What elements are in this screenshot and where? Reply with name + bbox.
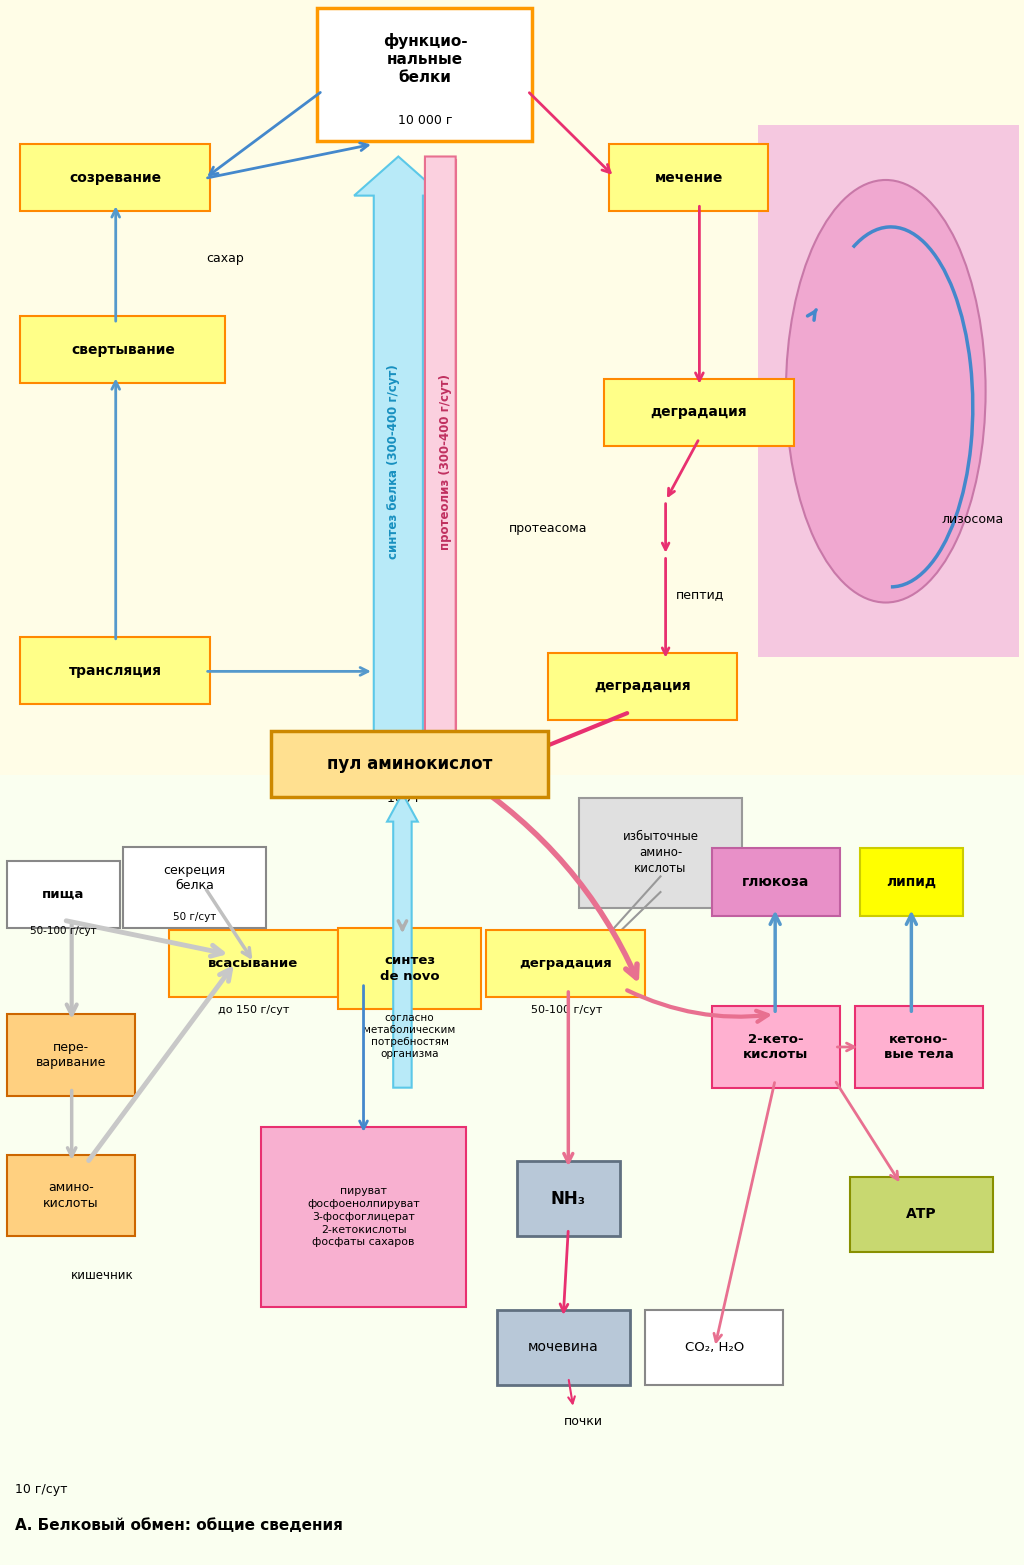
Text: избыточные
амино-
кислоты: избыточные амино- кислоты	[623, 831, 698, 875]
Text: липид: липид	[887, 875, 936, 889]
Text: лизосома: лизосома	[942, 513, 1004, 526]
Text: кетоно-
вые тела: кетоно- вые тела	[884, 1033, 954, 1061]
FancyBboxPatch shape	[645, 1310, 783, 1385]
Text: 10 000 г: 10 000 г	[397, 114, 453, 127]
Bar	[0, 0, 1024, 775]
Text: 50-100 г/сут: 50-100 г/сут	[30, 926, 97, 936]
FancyBboxPatch shape	[850, 1177, 993, 1252]
FancyBboxPatch shape	[271, 731, 548, 797]
FancyBboxPatch shape	[609, 144, 768, 211]
Text: 10 г/сут: 10 г/сут	[15, 1484, 68, 1496]
FancyBboxPatch shape	[497, 1310, 630, 1385]
Text: АТР: АТР	[906, 1208, 937, 1221]
Text: NH₃: NH₃	[551, 1189, 586, 1208]
FancyBboxPatch shape	[604, 379, 794, 446]
Text: глюкоза: глюкоза	[742, 875, 809, 889]
FancyArrow shape	[387, 793, 418, 1088]
Text: почки: почки	[564, 1415, 603, 1427]
FancyBboxPatch shape	[169, 930, 338, 997]
FancyBboxPatch shape	[517, 1161, 620, 1236]
Text: деградация: деградация	[594, 679, 691, 693]
Text: пища: пища	[42, 887, 85, 900]
FancyBboxPatch shape	[123, 847, 266, 928]
Bar	[0, 775, 1024, 1565]
FancyBboxPatch shape	[20, 144, 210, 211]
FancyBboxPatch shape	[7, 861, 120, 928]
FancyBboxPatch shape	[860, 848, 963, 916]
Text: пул аминокислот: пул аминокислот	[327, 754, 493, 773]
Text: кишечник: кишечник	[71, 1269, 134, 1282]
Bar	[758, 125, 1019, 657]
Text: протеасома: протеасома	[509, 523, 587, 535]
Text: 50-100 г/сут: 50-100 г/сут	[530, 1005, 602, 1014]
Text: пере-
варивание: пере- варивание	[36, 1041, 106, 1069]
Text: мочевина: мочевина	[527, 1341, 599, 1354]
Text: деградация: деградация	[650, 405, 748, 419]
Text: свертывание: свертывание	[71, 343, 175, 357]
Text: синтез белка (300-400 г/сут): синтез белка (300-400 г/сут)	[387, 365, 399, 559]
FancyArrow shape	[416, 156, 465, 775]
Text: согласно
метаболическим
потребностям
организма: согласно метаболическим потребностям орг…	[364, 1013, 456, 1058]
FancyBboxPatch shape	[486, 930, 645, 997]
Text: амино-
кислоты: амино- кислоты	[43, 1182, 99, 1210]
FancyBboxPatch shape	[338, 928, 481, 1009]
Text: созревание: созревание	[70, 171, 161, 185]
Text: синтез
de novo: синтез de novo	[380, 955, 439, 983]
Text: пептид: пептид	[676, 588, 724, 601]
Text: сахар: сахар	[207, 252, 244, 264]
Bar	[425, 160, 456, 762]
Text: всасывание: всасывание	[208, 956, 299, 970]
Text: секреция
белка: секреция белка	[164, 864, 225, 892]
FancyBboxPatch shape	[855, 1006, 983, 1088]
FancyBboxPatch shape	[20, 316, 225, 383]
Text: CO₂, H₂O: CO₂, H₂O	[685, 1341, 743, 1354]
FancyBboxPatch shape	[712, 1006, 840, 1088]
FancyBboxPatch shape	[20, 637, 210, 704]
Text: до 150 г/сут: до 150 г/сут	[218, 1005, 290, 1014]
FancyArrow shape	[354, 156, 442, 775]
Ellipse shape	[786, 180, 985, 603]
Text: 50 г/сут: 50 г/сут	[173, 912, 216, 922]
Text: пируват
фосфоенолпируват
3-фосфоглицерат
2-кетокислоты
фосфаты сахаров: пируват фосфоенолпируват 3-фосфоглицерат…	[307, 1186, 420, 1247]
Text: трансляция: трансляция	[69, 664, 162, 678]
Text: функцио-
нальные
белки: функцио- нальные белки	[383, 33, 467, 85]
FancyBboxPatch shape	[7, 1014, 135, 1096]
Text: 100 г: 100 г	[387, 792, 422, 804]
FancyBboxPatch shape	[261, 1127, 466, 1307]
FancyBboxPatch shape	[579, 798, 742, 908]
FancyBboxPatch shape	[712, 848, 840, 916]
Text: деградация: деградация	[519, 956, 612, 970]
FancyBboxPatch shape	[317, 8, 532, 141]
Text: А. Белковый обмен: общие сведения: А. Белковый обмен: общие сведения	[15, 1518, 343, 1534]
Text: мечение: мечение	[654, 171, 723, 185]
Text: протеолиз (300-400 г/сут): протеолиз (300-400 г/сут)	[439, 374, 452, 549]
FancyBboxPatch shape	[7, 1155, 135, 1236]
FancyBboxPatch shape	[548, 653, 737, 720]
Text: 2-кето-
кислоты: 2-кето- кислоты	[743, 1033, 808, 1061]
